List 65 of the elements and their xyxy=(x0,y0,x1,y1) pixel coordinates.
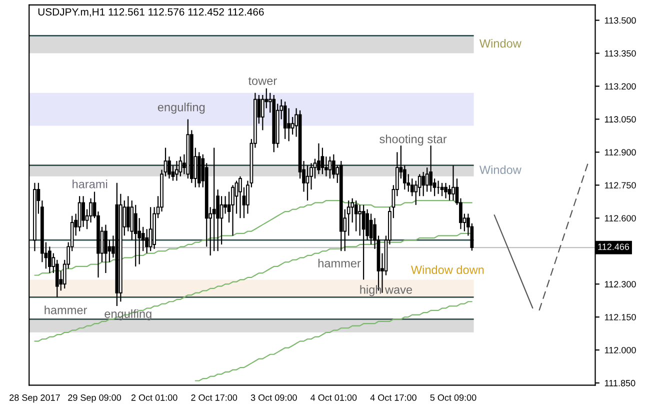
candlestick xyxy=(354,200,358,232)
x-tick-label: 4 Oct 01:00 xyxy=(310,394,357,401)
candlestick xyxy=(410,178,414,197)
candlestick xyxy=(283,101,287,140)
candlestick xyxy=(231,184,234,236)
y-tick-label: 113.200 xyxy=(604,83,636,90)
candlestick xyxy=(220,196,224,246)
band-label: Window xyxy=(479,165,522,174)
annotation: hammer xyxy=(44,306,88,314)
candlestick xyxy=(178,156,182,177)
annotation: harami xyxy=(72,180,108,188)
candlestick xyxy=(429,145,432,192)
x-tick-label: 5 Oct 09:00 xyxy=(430,394,476,401)
y-tick-label: 113.050 xyxy=(604,116,636,123)
candlestick xyxy=(82,196,85,228)
y-tick-label: 112.300 xyxy=(604,281,636,288)
annotation: shooting star xyxy=(380,134,447,146)
candlestick xyxy=(175,160,178,182)
y-tick-label: 112.000 xyxy=(604,346,636,354)
y-tick-label: 111.850 xyxy=(604,380,636,386)
x-tick-label: 2 Oct 17:00 xyxy=(191,394,238,401)
candlestick xyxy=(425,166,429,192)
x-tick-label: 28 Sep 2017 xyxy=(10,394,60,403)
candlestick xyxy=(440,182,444,197)
y-tick-label: 113.350 xyxy=(604,50,636,57)
candlestick xyxy=(332,154,336,180)
annotation: engulfing xyxy=(158,102,205,114)
x-tick-label: 3 Oct 09:00 xyxy=(250,394,297,401)
candlestick xyxy=(104,224,108,274)
candlestick xyxy=(452,164,455,202)
candlestick xyxy=(422,171,426,197)
candlestick xyxy=(358,204,362,236)
candlestick xyxy=(320,147,324,175)
candlestick xyxy=(224,196,227,214)
annotation: high wave xyxy=(360,285,412,296)
x-tick-label: 29 Sep 09:00 xyxy=(68,394,122,403)
candlestick xyxy=(126,196,130,232)
y-tick-label: 112.150 xyxy=(604,314,636,320)
annotation: Window down xyxy=(410,265,484,274)
y-tick-label: 112.750 xyxy=(604,182,636,188)
annotation: tower xyxy=(248,77,277,85)
candlestick xyxy=(212,147,216,252)
chart-title: USDJPY.m,H1 112.561 112.576 112.452 112.466 xyxy=(38,8,264,17)
y-tick-label: 113.500 xyxy=(604,17,636,24)
y-tick-label: 112.600 xyxy=(604,215,636,222)
candlestick xyxy=(148,206,152,252)
x-tick-label: 2 Oct 01:00 xyxy=(131,394,178,401)
candlestick xyxy=(287,108,291,142)
candlestick xyxy=(328,156,332,180)
candlestick xyxy=(145,228,149,254)
y-tick-label: 112.900 xyxy=(604,149,636,156)
candlestick xyxy=(306,164,310,202)
candlestick xyxy=(317,142,320,175)
candlestick xyxy=(369,213,373,246)
candlestick xyxy=(362,204,366,280)
line-series xyxy=(194,301,472,382)
candlestick xyxy=(48,246,52,274)
x-tick-label: 4 Oct 17:00 xyxy=(370,394,416,401)
candlestick xyxy=(134,204,138,268)
candlestick xyxy=(444,182,448,199)
candlestick xyxy=(238,176,242,219)
band-label: Window xyxy=(479,38,522,48)
ref-line-label: 112.466 xyxy=(598,244,630,250)
annotation: hammer xyxy=(318,258,361,268)
candlestick xyxy=(448,184,452,202)
